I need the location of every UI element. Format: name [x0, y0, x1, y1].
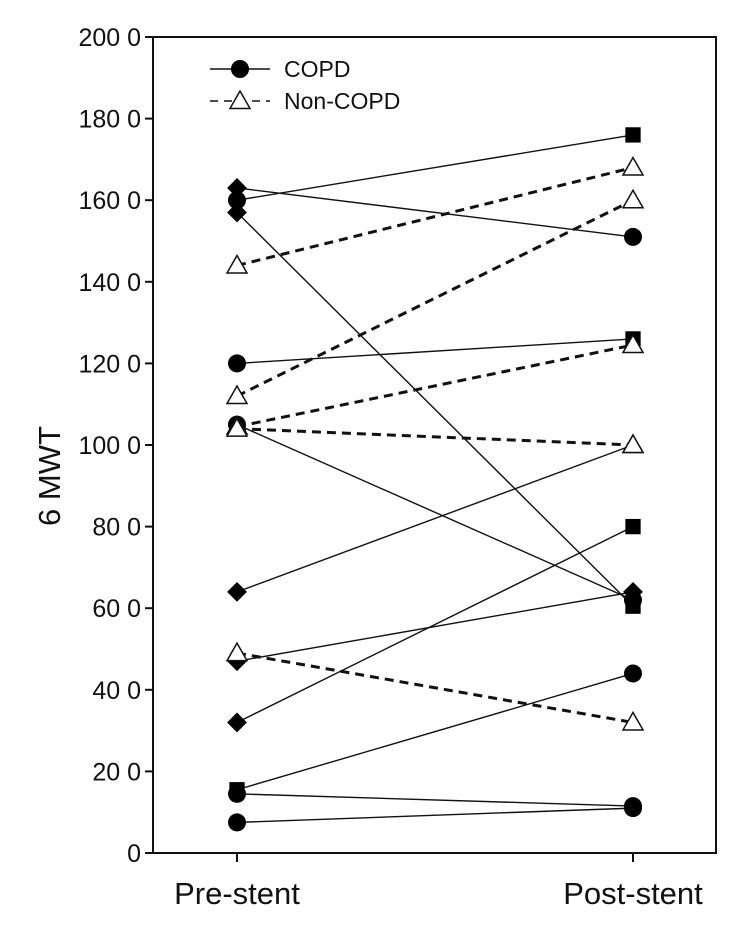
non-copd-series: [225, 417, 645, 454]
series-line: [236, 134, 634, 201]
triangle-marker: [621, 433, 645, 454]
y-tick-label: 60 0: [92, 595, 141, 623]
x-axis: Pre-stent Post-stent: [174, 853, 703, 911]
series-line: [236, 591, 634, 662]
series-line: [236, 651, 634, 724]
legend-item: Non-COPD: [210, 88, 400, 114]
circle-marker: [231, 60, 249, 78]
triangle-marker: [228, 89, 252, 110]
y-tick-label: 100 0: [78, 432, 141, 460]
non-copd-series: [225, 188, 645, 405]
triangle-marker: [621, 710, 645, 731]
legend-label: Non-COPD: [284, 88, 400, 114]
triangle-marker: [621, 333, 645, 354]
series-line: [236, 525, 634, 724]
circle-marker: [228, 354, 246, 373]
series-line: [236, 198, 634, 398]
legend: COPD Non-COPD: [210, 56, 400, 114]
series-line: [236, 444, 634, 593]
series-line: [236, 166, 634, 267]
series-layer: [225, 127, 645, 832]
copd-series: [227, 518, 641, 733]
series-line: [236, 423, 634, 601]
y-tick-label: 120 0: [78, 350, 141, 378]
diamond-marker: [227, 712, 247, 733]
non-copd-series: [225, 156, 645, 274]
triangle-marker: [225, 384, 249, 405]
legend-item: COPD: [210, 56, 350, 82]
circle-marker: [624, 664, 642, 683]
diamond-marker: [227, 581, 247, 602]
y-tick-label: 140 0: [78, 269, 141, 297]
y-tick-label: 180 0: [78, 106, 141, 134]
diamond-marker: [623, 581, 643, 602]
series-line: [236, 338, 634, 365]
triangle-marker: [621, 188, 645, 209]
y-tick-label: 40 0: [92, 677, 141, 705]
triangle-marker: [225, 253, 249, 274]
circle-marker: [624, 227, 642, 246]
x-tick-label: Pre-stent: [174, 876, 300, 911]
series-line: [236, 343, 634, 429]
y-tick-label: 0: [127, 840, 141, 868]
y-axis-title: 6 MWT: [32, 426, 67, 526]
circle-marker: [228, 813, 246, 832]
square-marker: [625, 518, 641, 535]
y-tick-label: 20 0: [92, 758, 141, 786]
circle-marker: [228, 191, 246, 210]
series-line: [236, 187, 634, 238]
triangle-marker: [225, 641, 249, 662]
series-line: [236, 793, 634, 807]
triangle-marker: [621, 156, 645, 176]
series-line: [236, 427, 634, 447]
x-tick-label: Post-stent: [563, 876, 703, 911]
circle-marker: [624, 799, 642, 818]
legend-label: COPD: [284, 56, 350, 82]
y-tick-label: 160 0: [78, 187, 141, 215]
non-copd-series: [225, 641, 645, 731]
copd-series: [228, 799, 642, 832]
series-line: [236, 807, 634, 824]
y-axis: 0 20 0 40 0 60 0 80 0 100 0 120 0 140 0 160 0 180…: [78, 24, 153, 868]
circle-marker: [228, 784, 246, 803]
y-tick-label: 200 0: [78, 24, 141, 52]
diamond-marker: [227, 202, 247, 223]
series-line: [236, 672, 634, 791]
triangle-marker: [225, 417, 249, 437]
copd-series: [228, 127, 641, 210]
square-marker: [625, 127, 641, 143]
series-line: [236, 211, 634, 607]
y-tick-label: 80 0: [92, 514, 141, 542]
